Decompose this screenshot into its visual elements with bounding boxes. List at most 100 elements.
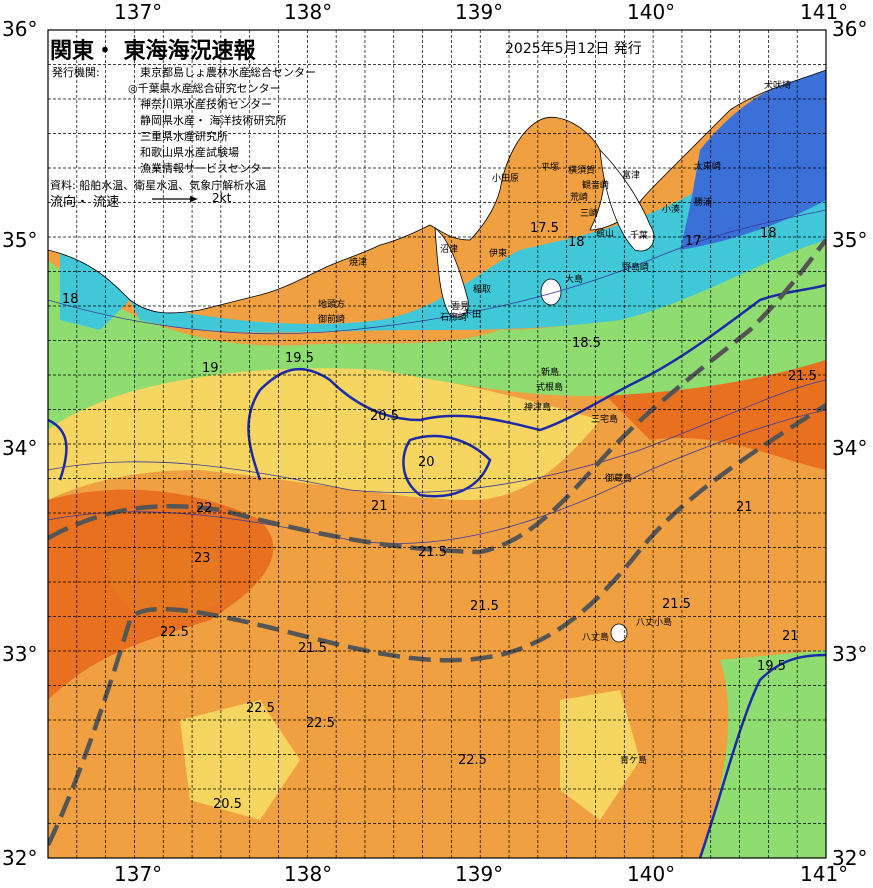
lat-label-right: 35° (832, 228, 868, 252)
flow-legend-unit: 2kt (212, 191, 232, 205)
isotherm-label: 20.5 (370, 409, 399, 424)
organization: ◎千葉県水産総合研究センター (128, 82, 281, 95)
isotherm-label: 20.5 (213, 797, 242, 812)
isotherm-label: 22 (196, 501, 213, 516)
isotherm-20 (48, 283, 826, 481)
isotherm-label: 17 (685, 234, 702, 249)
place-label: 新島 (541, 366, 559, 378)
place-label: 沼津 (440, 244, 458, 255)
isotherm-label: 18 (568, 235, 585, 250)
isotherm-20-south (698, 653, 826, 858)
lat-label-right: 32° (832, 846, 868, 870)
place-label: 富津 (622, 169, 640, 181)
lon-label-bottom: 141° (800, 862, 849, 886)
lon-label-bottom: 138° (284, 862, 333, 886)
isotherm-label: 18 (62, 292, 79, 307)
place-label: 石廊崎 (440, 311, 467, 323)
isotherm-label: 22.5 (458, 753, 487, 768)
isotherm-labels: 18 19 19.5 20 20.5 21 21.5 22 22.5 23 17… (62, 221, 817, 812)
lon-label-top: 139° (455, 0, 504, 24)
place-label: 勝浦 (694, 196, 712, 208)
isotherm-20-loop (402, 434, 492, 498)
place-label: 小田原 (492, 173, 519, 184)
isotherm-label: 19.5 (757, 659, 786, 674)
isotherm-label: 21.5 (298, 641, 327, 656)
isotherm-label: 23 (194, 551, 211, 566)
place-label: 稲取 (473, 283, 491, 295)
place-label: 伊東 (489, 247, 507, 259)
isotherm-label: 22.5 (306, 716, 335, 731)
place-label: 御前崎 (318, 313, 345, 325)
isotherm-label: 20 (418, 455, 435, 470)
sea-mid-south (180, 700, 300, 820)
land-hachijojima (610, 623, 628, 643)
isotherm-label: 21 (371, 499, 388, 514)
isotherm-label: 21.5 (788, 369, 817, 384)
isotherm-label: 18.5 (572, 336, 601, 351)
lat-label-right: 36° (832, 17, 868, 41)
map-title: 関東・ 東海海況速報 (50, 39, 256, 64)
sea-hot-center (110, 550, 225, 615)
isotherm-label: 19.5 (285, 351, 314, 366)
lon-label-top: 138° (284, 0, 333, 24)
issue-date: 2025年5月12日 発行 (505, 41, 642, 57)
sea-mid-band (48, 360, 600, 500)
place-label: 三崎 (580, 207, 598, 219)
isotherm-label: 21.5 (662, 597, 691, 612)
organization: 三重県水産研究所 (140, 130, 228, 143)
sea-cool-band (48, 220, 826, 430)
lat-label-left: 34° (2, 436, 38, 460)
graticule (48, 30, 826, 858)
isotherm-22 (48, 409, 826, 544)
flow-arrow-icon (152, 196, 198, 202)
isotherm-label: 21.5 (470, 599, 499, 614)
kuroshio-axis-south (48, 403, 826, 846)
info-panel: 関東・ 東海海況速報 2025年5月12日 発行 発行機関: 東京都島しょ農林水… (50, 33, 642, 210)
place-label: 平塚 (541, 162, 559, 173)
place-label: 青ケ島 (620, 754, 647, 766)
lat-label-right: 34° (832, 436, 868, 460)
isotherm-label: 22.5 (160, 625, 189, 640)
isotherm-label: 19 (202, 361, 219, 376)
place-label: 太東崎 (694, 160, 721, 172)
place-label: 三宅島 (591, 413, 618, 425)
kuroshio-axis-north (48, 238, 826, 555)
place-label: 焼津 (349, 257, 367, 268)
lat-label-left: 33° (2, 642, 38, 666)
isotherm-label: 17.5 (530, 221, 559, 236)
place-label: 横須賀 (568, 164, 595, 176)
place-label: 館山 (596, 227, 614, 239)
lon-label-bottom: 140° (627, 862, 676, 886)
organization: 東京都島しょ農林水産総合センター (140, 66, 316, 79)
sea-mid-southeast (560, 690, 640, 820)
place-label: 御蔵島 (605, 472, 632, 484)
map-frame (47, 29, 827, 859)
sea-cold (130, 110, 826, 333)
place-label: 観音崎 (582, 179, 609, 191)
place-label: 大島 (565, 273, 583, 285)
isotherm-18 (48, 209, 826, 335)
place-label: 下田 (463, 309, 481, 320)
land-oshima (540, 278, 562, 306)
place-label: 千葉 (630, 229, 648, 241)
place-label: 小湊 (662, 203, 680, 215)
lon-label-top: 140° (627, 0, 676, 24)
place-names: 犬吠埼 太東崎 勝浦 小湊 千葉 館山 野島崎 大島 富津 横須賀 観音崎 荒崎… (318, 79, 791, 766)
isotherm-label: 21.5 (418, 545, 447, 560)
place-label: 犬吠埼 (764, 79, 791, 91)
place-label: 地頭方 (318, 298, 345, 310)
isotherm-label: 18 (760, 226, 777, 241)
data-source: 資料: 船舶水温、衛星水温、気象庁解析水温 (50, 179, 267, 192)
isotherm-label: 22.5 (246, 701, 275, 716)
lat-label-right: 33° (832, 642, 868, 666)
place-label: 雲見 (451, 301, 469, 312)
place-label: 荒崎 (570, 191, 588, 203)
organization: 神奈川県水産技術センター (140, 98, 272, 111)
organization: 静岡県水産・ 海洋技術研究所 (140, 114, 287, 127)
land-boso (599, 148, 655, 252)
lon-label-top: 137° (114, 0, 163, 24)
place-label: 式根島 (536, 381, 563, 393)
place-label: 八丈小島 (636, 616, 672, 628)
isotherm-label: 21 (782, 629, 799, 644)
